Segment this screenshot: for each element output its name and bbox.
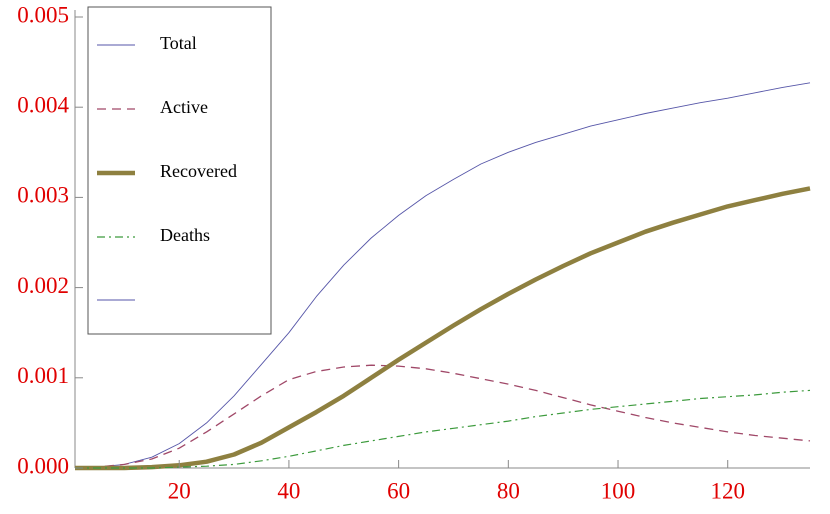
y-tick-label: 0.004 xyxy=(17,92,69,117)
y-tick-label: 0.003 xyxy=(17,183,69,208)
legend-box xyxy=(87,6,272,335)
series-line xyxy=(74,364,811,469)
x-tick-label: 100 xyxy=(601,478,636,503)
x-tick-label: 60 xyxy=(387,478,410,503)
x-tick-label: 80 xyxy=(497,478,520,503)
x-tick-label: 120 xyxy=(710,478,745,503)
x-tick-label: 40 xyxy=(277,478,300,503)
x-tick-label: 20 xyxy=(168,478,191,503)
series-line xyxy=(75,389,811,469)
legend-label: Total xyxy=(160,33,197,53)
series-line xyxy=(74,82,811,469)
legend: Total Active Recovered Deaths xyxy=(97,33,237,245)
series-line xyxy=(75,186,811,471)
y-tick-label: 0.005 xyxy=(17,2,69,27)
y-tick-label: 0.000 xyxy=(17,453,69,478)
y-tick-label: 0.001 xyxy=(17,363,69,388)
y-tick-label: 0.002 xyxy=(17,273,69,298)
plot-area xyxy=(74,82,811,471)
legend-label: Recovered xyxy=(160,161,237,181)
legend-label: Active xyxy=(160,97,208,117)
legend-label: Deaths xyxy=(160,225,210,245)
